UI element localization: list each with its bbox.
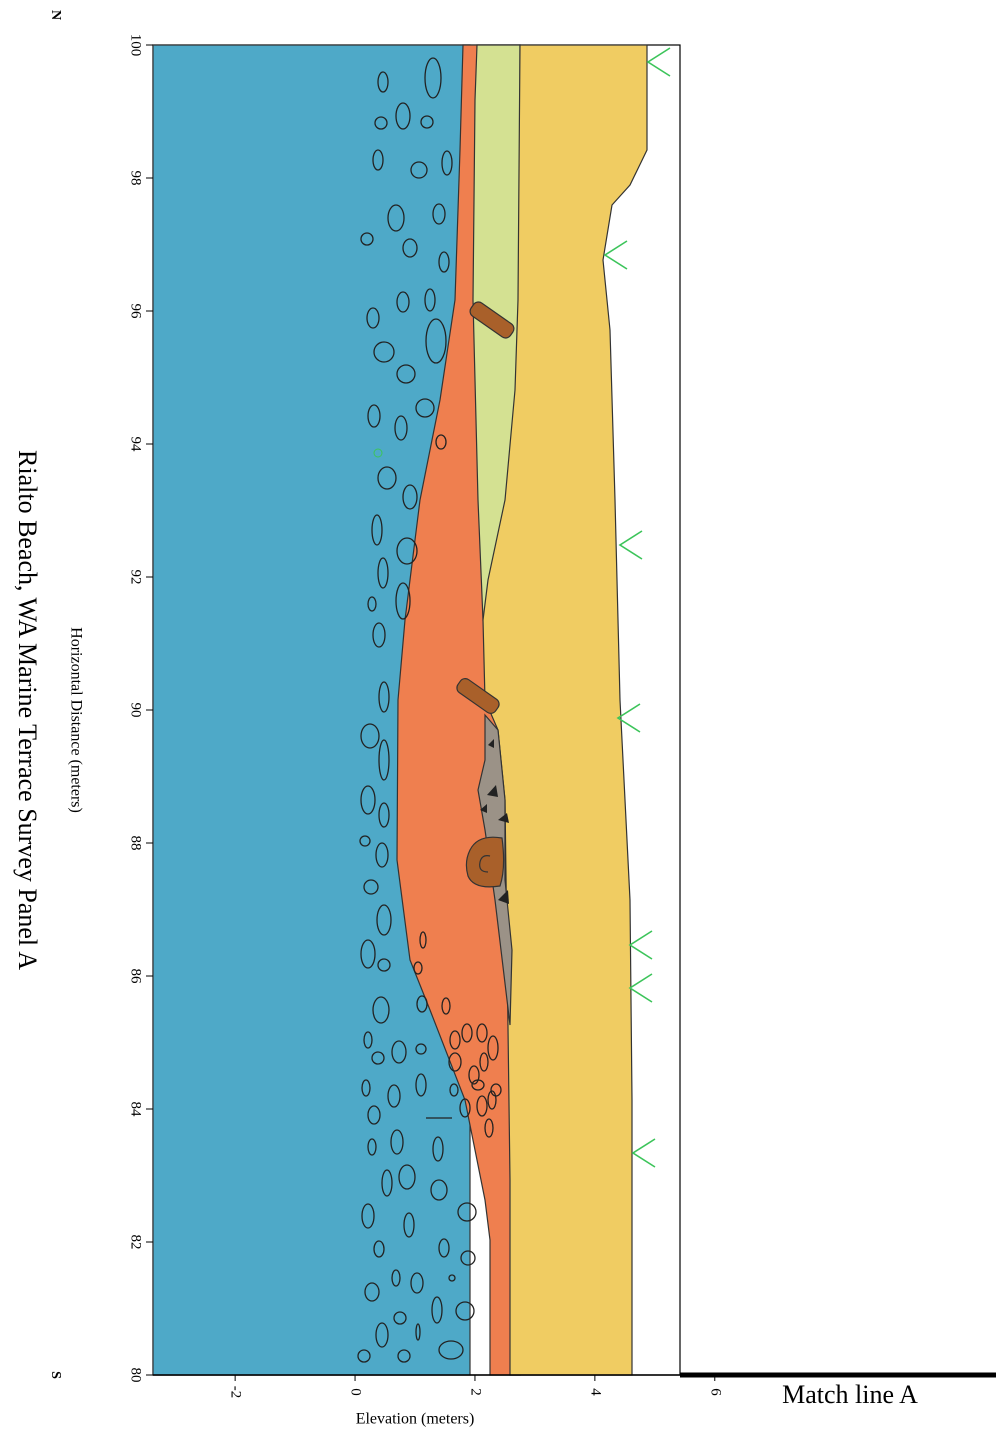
y-tick-label: 100 <box>128 34 144 57</box>
y-tick-label: 80 <box>128 1368 144 1383</box>
y-tick-label: 82 <box>128 1235 144 1250</box>
survey-panel: N S Rialto Beach, WA Marine Terrace Surv… <box>0 0 996 1437</box>
y-tick-label: 98 <box>128 171 144 186</box>
y-tick-label: 92 <box>128 570 144 585</box>
title: Rialto Beach, WA Marine Terrace Survey P… <box>13 450 42 970</box>
match-line-label: Match line A <box>782 1380 918 1409</box>
x-tick-label: -2 <box>228 1386 244 1399</box>
x-tick-label: 4 <box>587 1388 603 1396</box>
y-tick-label: 86 <box>128 969 144 985</box>
y-tick-label: 88 <box>128 836 144 851</box>
x-tick-label: 2 <box>468 1388 484 1396</box>
x-tick-label: 0 <box>348 1388 364 1396</box>
y-tick-label: 84 <box>128 1102 144 1118</box>
y-tick-label: 96 <box>128 304 144 320</box>
x-axis-label: Elevation (meters) <box>356 1411 475 1428</box>
y-tick-label: 94 <box>128 437 144 453</box>
page: N S Rialto Beach, WA Marine Terrace Surv… <box>0 0 996 1437</box>
y-axis-label: Horizontal Distance (meters) <box>67 627 84 813</box>
x-tick-label: 6 <box>707 1388 723 1396</box>
north-label: N <box>48 10 63 20</box>
south-label: S <box>48 1371 63 1379</box>
y-tick-label: 90 <box>128 703 144 718</box>
